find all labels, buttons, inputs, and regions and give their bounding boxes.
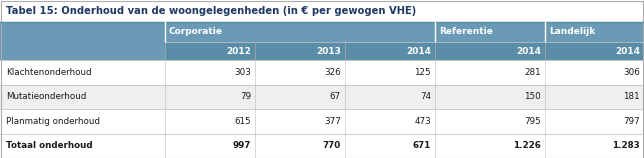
- Text: 306: 306: [623, 68, 640, 77]
- Text: 795: 795: [524, 117, 541, 126]
- Bar: [0, 85, 644, 109]
- Bar: [165, 22, 435, 42]
- Text: Mutatieonderhoud: Mutatieonderhoud: [6, 92, 86, 101]
- Bar: [0, 109, 644, 134]
- Text: Landelijk: Landelijk: [549, 27, 595, 36]
- Text: 377: 377: [324, 117, 341, 126]
- Text: 671: 671: [413, 141, 431, 150]
- Text: 303: 303: [234, 68, 251, 77]
- Text: 74: 74: [420, 92, 431, 101]
- Bar: [545, 22, 644, 42]
- Text: 79: 79: [240, 92, 251, 101]
- Bar: [165, 42, 255, 60]
- Text: 1.226: 1.226: [513, 141, 541, 150]
- Text: 2014: 2014: [516, 46, 541, 55]
- Bar: [0, 22, 165, 42]
- Text: 281: 281: [524, 68, 541, 77]
- Bar: [0, 0, 644, 22]
- Text: Referentie: Referentie: [439, 27, 493, 36]
- Bar: [0, 134, 644, 158]
- Text: 615: 615: [234, 117, 251, 126]
- Text: 150: 150: [524, 92, 541, 101]
- Text: 797: 797: [623, 117, 640, 126]
- Text: 326: 326: [325, 68, 341, 77]
- Text: 181: 181: [623, 92, 640, 101]
- Text: 125: 125: [414, 68, 431, 77]
- Bar: [0, 60, 644, 85]
- Text: 2013: 2013: [316, 46, 341, 55]
- Text: 997: 997: [232, 141, 251, 150]
- Text: 2014: 2014: [406, 46, 431, 55]
- Text: 770: 770: [323, 141, 341, 150]
- Text: Tabel 15: Onderhoud van de woongelegenheden (in € per gewogen VHE): Tabel 15: Onderhoud van de woongelegenhe…: [6, 6, 416, 16]
- Bar: [435, 22, 545, 42]
- Bar: [255, 42, 345, 60]
- Text: 2014: 2014: [615, 46, 640, 55]
- Text: 67: 67: [330, 92, 341, 101]
- Bar: [435, 42, 545, 60]
- Text: 473: 473: [414, 117, 431, 126]
- Bar: [0, 42, 165, 60]
- Text: Klachtenonderhoud: Klachtenonderhoud: [6, 68, 91, 77]
- Bar: [545, 42, 644, 60]
- Text: Totaal onderhoud: Totaal onderhoud: [6, 141, 93, 150]
- Text: Planmatig onderhoud: Planmatig onderhoud: [6, 117, 100, 126]
- Text: 2012: 2012: [226, 46, 251, 55]
- Bar: [345, 42, 435, 60]
- Text: Corporatie: Corporatie: [169, 27, 223, 36]
- Text: 1.283: 1.283: [612, 141, 640, 150]
